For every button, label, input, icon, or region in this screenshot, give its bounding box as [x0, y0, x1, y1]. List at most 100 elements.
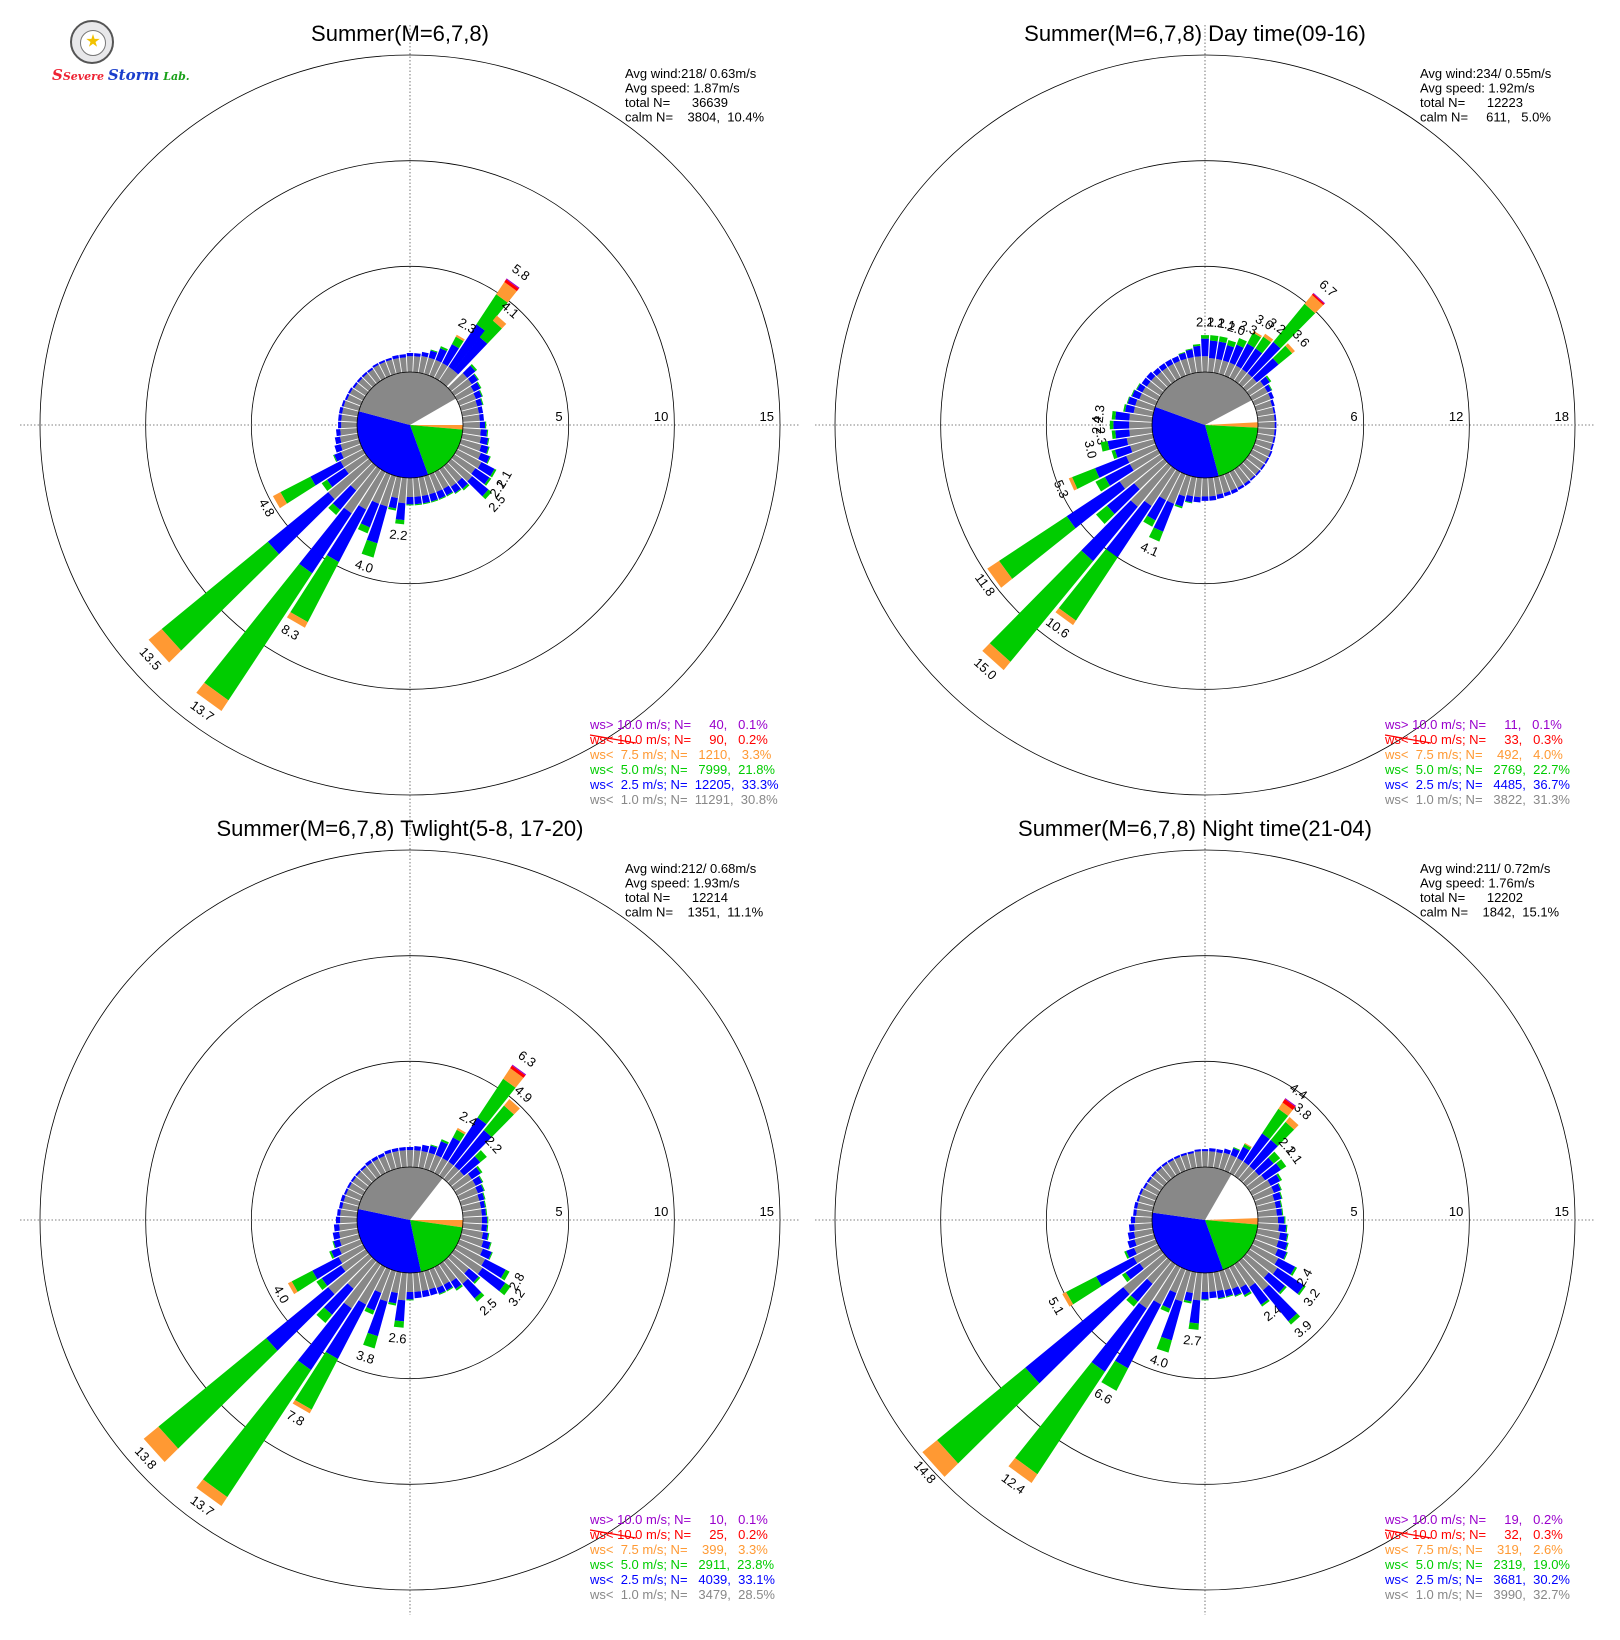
bar-segment: [462, 421, 480, 429]
bar-segment: [478, 1175, 484, 1183]
bar-segment: [1272, 1267, 1304, 1294]
bar-segment: [485, 1208, 488, 1216]
bar-total-label: 2.8: [506, 1270, 528, 1293]
legend-entry: ws< 10.0 m/s; N= 25, 0.2%: [589, 1527, 768, 1542]
bar-segment: [1131, 389, 1135, 397]
bar-segment: [1273, 414, 1277, 421]
bar-segment: [1283, 1252, 1288, 1260]
rose-bar: [1256, 433, 1276, 444]
legend-entry: ws< 10.0 m/s; N= 90, 0.2%: [589, 732, 768, 747]
bar-segment: [1129, 421, 1153, 429]
bar-total-label: 2.7: [1183, 1332, 1203, 1349]
bar-segment: [462, 1278, 482, 1299]
bar-segment: [451, 1173, 472, 1191]
bar-segment: [1152, 1172, 1168, 1187]
rose-bar: [418, 1144, 430, 1169]
bar-segment: [1274, 1200, 1282, 1209]
rose-bar: [1224, 337, 1247, 378]
bar-segment: [1159, 469, 1181, 501]
bar-segment: [443, 1257, 468, 1284]
bar-segment: [1257, 1209, 1277, 1217]
pie-sector: [1205, 1220, 1258, 1270]
rose-bar: [1167, 1157, 1181, 1176]
bar-segment: [1243, 480, 1251, 487]
bar-segment: [1242, 458, 1260, 475]
bar-segment: [1081, 500, 1138, 562]
bar-segment: [1247, 332, 1262, 348]
bar-segment: [1193, 345, 1201, 357]
pie-sector: [1205, 1218, 1259, 1225]
rose-bar: [1254, 399, 1275, 411]
bar-segment: [1121, 1272, 1131, 1283]
bar-segment: [421, 1144, 430, 1153]
rose-bar: [1143, 469, 1181, 527]
bar-segment: [331, 1247, 342, 1258]
bar-segment: [392, 1151, 402, 1169]
rose-bar: [392, 354, 402, 374]
bar-segment: [1252, 1186, 1275, 1201]
bar-segment: [291, 1270, 318, 1292]
bar-segment: [1126, 1295, 1138, 1307]
bar-segment: [406, 477, 414, 497]
bar-segment: [1111, 449, 1118, 460]
bar-segment: [1126, 396, 1130, 404]
rose-bar: [355, 1170, 373, 1187]
bar-segment: [338, 1201, 344, 1209]
rose-bar: [340, 1194, 361, 1206]
pie-sector: [410, 425, 463, 475]
bar-segment: [485, 421, 487, 429]
bar-segment: [1146, 371, 1156, 381]
bar-segment: [1158, 363, 1168, 372]
bar-segment: [421, 494, 431, 504]
legend-entry: ws< 7.5 m/s; N= 492, 4.0%: [1384, 747, 1563, 762]
bar-segment: [340, 1216, 358, 1224]
bar-segment: [500, 1269, 510, 1281]
bar-segment: [1150, 1170, 1157, 1177]
rose-bar: [1055, 466, 1176, 626]
bar-segment: [1252, 444, 1271, 457]
bar-segment: [1230, 488, 1239, 495]
bar-total-label: 6.7: [1316, 277, 1339, 300]
bar-segment: [461, 1201, 482, 1212]
bar-segment: [486, 1224, 489, 1232]
bar-segment: [1169, 1267, 1186, 1293]
bar-segment: [1252, 358, 1279, 383]
rose-bar: [454, 1175, 484, 1196]
rose-bar: [1213, 476, 1224, 500]
rose-bar: [1234, 1098, 1297, 1179]
legend-entry: ws< 10.0 m/s; N= 32, 0.3%: [1384, 1527, 1563, 1542]
rose-bar: [1146, 371, 1168, 392]
bar-segment: [358, 1264, 386, 1305]
legend-entry: ws< 10.0 m/s; N= 33, 0.3%: [1384, 732, 1563, 747]
bar-segment: [347, 1181, 352, 1189]
bar-segment: [406, 356, 414, 373]
legend-strike: [589, 734, 637, 744]
bar-segment: [1268, 391, 1275, 400]
bar-segment: [1224, 1154, 1237, 1173]
panel-title: Summer(M=6,7,8): [311, 21, 489, 46]
bar-segment: [1260, 463, 1266, 471]
bar-total-label: 4.8: [256, 496, 278, 519]
pie-sector: [358, 1167, 443, 1220]
bar-segment: [456, 1127, 466, 1135]
rose-bar: [1208, 1272, 1217, 1299]
calm-pie: [356, 371, 464, 479]
rose-bar: [1141, 377, 1164, 396]
rose-bar: [332, 1234, 361, 1249]
bar-segment: [440, 346, 448, 352]
bar-segment: [321, 479, 333, 492]
bar-segment: [1201, 1151, 1209, 1168]
rose-bar: [1008, 1261, 1176, 1484]
stats-line: Avg wind:218/ 0.63m/s: [625, 66, 757, 81]
bar-segment: [1270, 1121, 1295, 1147]
rose-bar: [1200, 335, 1210, 373]
rose-bar: [462, 428, 489, 437]
bar-segment: [462, 414, 480, 422]
bar-segment: [373, 364, 386, 381]
rose-bar: [364, 1267, 391, 1315]
bar-segment: [479, 389, 483, 397]
bar-segment: [299, 507, 352, 574]
rose-bar: [462, 1208, 488, 1217]
bar-segment: [1216, 493, 1224, 500]
